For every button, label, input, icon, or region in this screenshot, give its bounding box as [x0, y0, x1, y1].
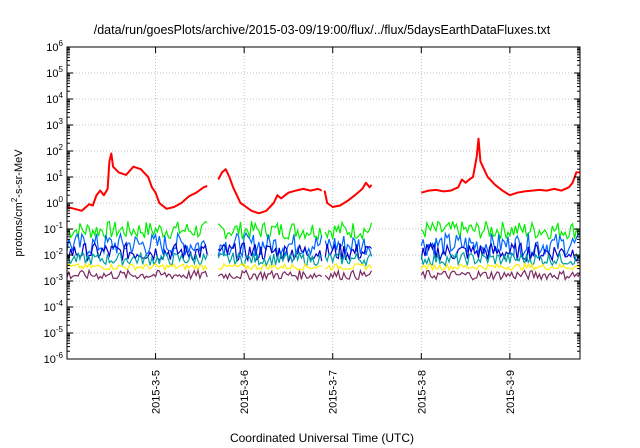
x-tick-label: 2015-3-9 [505, 370, 517, 414]
x-tick-label: 2015-3-6 [239, 370, 251, 414]
y-tick-label: 103 [46, 117, 63, 132]
series-line [324, 263, 373, 272]
series-line [323, 181, 373, 208]
y-tick-label: 101 [46, 169, 63, 184]
grid [67, 47, 580, 359]
y-tick-label: 106 [46, 39, 63, 54]
y-axis-label: protons/cm2-s-sr-MeV [10, 149, 25, 257]
series-1 [66, 137, 580, 215]
series-line [421, 137, 580, 197]
series-line [324, 252, 372, 268]
y-tick-label: 10-1 [44, 221, 64, 236]
series-line [217, 168, 323, 215]
series-line [66, 152, 208, 212]
y-tick-label: 102 [46, 143, 63, 158]
x-tick-label: 2015-3-7 [328, 370, 340, 414]
y-tick-label: 10-3 [44, 273, 64, 288]
y-tick-label: 10-5 [44, 325, 64, 340]
series-6 [66, 262, 581, 272]
y-axis-label-base: protons/cm [13, 202, 25, 256]
series-line [217, 269, 323, 282]
series-line [66, 268, 208, 281]
series-line [66, 251, 208, 267]
series-group [66, 137, 581, 282]
series-7 [66, 268, 581, 282]
series-4 [66, 241, 581, 264]
series-line [217, 242, 323, 264]
y-tick-label: 10-6 [44, 351, 64, 366]
y-tick-label: 10-2 [44, 247, 64, 262]
y-tick-label: 104 [46, 91, 63, 106]
y-tick-label: 100 [46, 195, 63, 210]
chart-title: /data/run/goesPlots/archive/2015-03-09/1… [94, 23, 551, 37]
x-tick-label: 2015-3-8 [416, 370, 428, 414]
plot-frame [66, 46, 581, 360]
series-line [420, 262, 581, 272]
y-axis: 10-6 10-5 10-4 10-3 10-2 10-1 100 101 102 103 104 1… [44, 39, 580, 366]
series-line [420, 250, 581, 267]
series-line [420, 241, 581, 263]
series-line [66, 262, 208, 272]
series-line [66, 220, 208, 240]
series-line [324, 268, 373, 281]
series-line [218, 262, 322, 272]
series-2 [66, 220, 581, 242]
series-line [66, 241, 208, 262]
y-tick-label: 105 [46, 65, 63, 80]
series-line [324, 220, 373, 242]
y-tick-label: 10-4 [44, 299, 64, 314]
series-line [420, 231, 581, 258]
series-line [66, 231, 208, 258]
x-tick-label: 2015-3-5 [151, 370, 163, 414]
series-line [324, 243, 372, 262]
series-line [217, 221, 323, 241]
series-5 [66, 250, 581, 268]
series-3 [66, 231, 581, 259]
y-axis-label-sup: 2 [10, 197, 19, 202]
series-line [420, 220, 581, 240]
series-line [420, 269, 581, 282]
series-line [217, 250, 322, 268]
x-axis: 2015-3-5 2015-3-6 2015-3-7 2015-3-8 2015-3-9 [151, 47, 517, 414]
x-axis-label: Coordinated Universal Time (UTC) [230, 431, 414, 445]
y-axis-label-tail: -s-sr-MeV [13, 149, 25, 198]
